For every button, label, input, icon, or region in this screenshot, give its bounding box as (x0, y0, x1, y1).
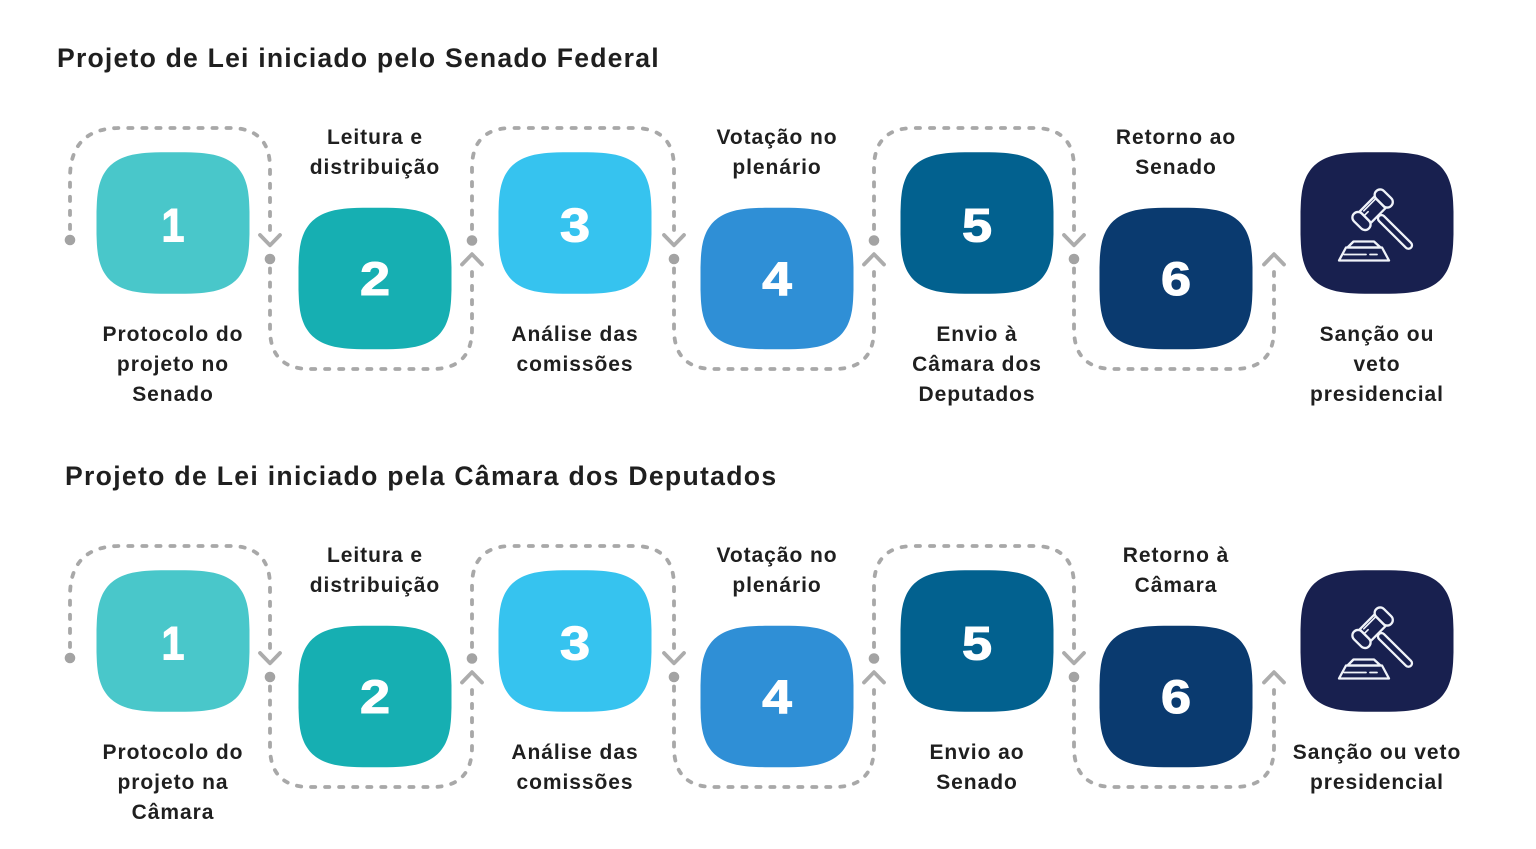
svg-text:Votação no: Votação no (716, 544, 837, 567)
svg-text:6: 6 (1161, 252, 1191, 305)
svg-text:3: 3 (560, 617, 590, 670)
svg-text:5: 5 (962, 617, 992, 670)
svg-text:5: 5 (962, 199, 992, 252)
svg-text:Protocolo do: Protocolo do (103, 323, 244, 346)
svg-text:Senado: Senado (1135, 156, 1217, 179)
svg-text:Retorno à: Retorno à (1123, 544, 1230, 567)
svg-text:Análise das: Análise das (511, 741, 638, 764)
svg-text:Projeto de Lei iniciado pelo S: Projeto de Lei iniciado pelo Senado Fede… (57, 43, 660, 73)
svg-text:comissões: comissões (516, 771, 633, 794)
svg-text:Deputados: Deputados (918, 383, 1035, 406)
svg-text:4: 4 (762, 253, 792, 305)
svg-text:Projeto de Lei iniciado pela C: Projeto de Lei iniciado pela Câmara dos … (65, 461, 777, 491)
svg-text:distribuição: distribuição (310, 156, 440, 179)
svg-text:Sanção ou veto: Sanção ou veto (1293, 741, 1462, 764)
svg-text:Retorno ao: Retorno ao (1116, 126, 1236, 149)
svg-text:presidencial: presidencial (1310, 771, 1444, 794)
svg-text:Câmara: Câmara (1135, 574, 1218, 597)
svg-text:distribuição: distribuição (310, 574, 440, 597)
svg-text:projeto no: projeto no (117, 353, 229, 376)
svg-text:Envio à: Envio à (936, 323, 1017, 346)
svg-text:2: 2 (360, 670, 390, 723)
svg-text:comissões: comissões (516, 353, 633, 376)
svg-text:plenário: plenário (732, 574, 821, 597)
svg-text:plenário: plenário (732, 156, 821, 179)
svg-text:4: 4 (762, 671, 792, 723)
svg-text:Envio ao: Envio ao (929, 741, 1024, 764)
svg-text:Leitura e: Leitura e (327, 126, 423, 149)
svg-text:Sanção ou: Sanção ou (1320, 323, 1435, 346)
svg-text:projeto na: projeto na (117, 771, 228, 794)
svg-text:Senado: Senado (132, 383, 214, 406)
svg-text:Câmara dos: Câmara dos (912, 353, 1042, 376)
svg-text:2: 2 (360, 252, 390, 305)
svg-text:presidencial: presidencial (1310, 383, 1444, 406)
svg-text:1: 1 (161, 200, 184, 252)
svg-text:Leitura e: Leitura e (327, 544, 423, 567)
svg-text:6: 6 (1161, 670, 1191, 723)
svg-text:1: 1 (161, 618, 184, 670)
svg-text:Senado: Senado (936, 771, 1018, 794)
svg-text:Câmara: Câmara (132, 801, 215, 824)
svg-text:Protocolo do: Protocolo do (103, 741, 244, 764)
svg-text:Votação no: Votação no (716, 126, 837, 149)
svg-text:3: 3 (560, 199, 590, 252)
svg-text:veto: veto (1354, 353, 1401, 376)
svg-text:Análise das: Análise das (511, 323, 638, 346)
